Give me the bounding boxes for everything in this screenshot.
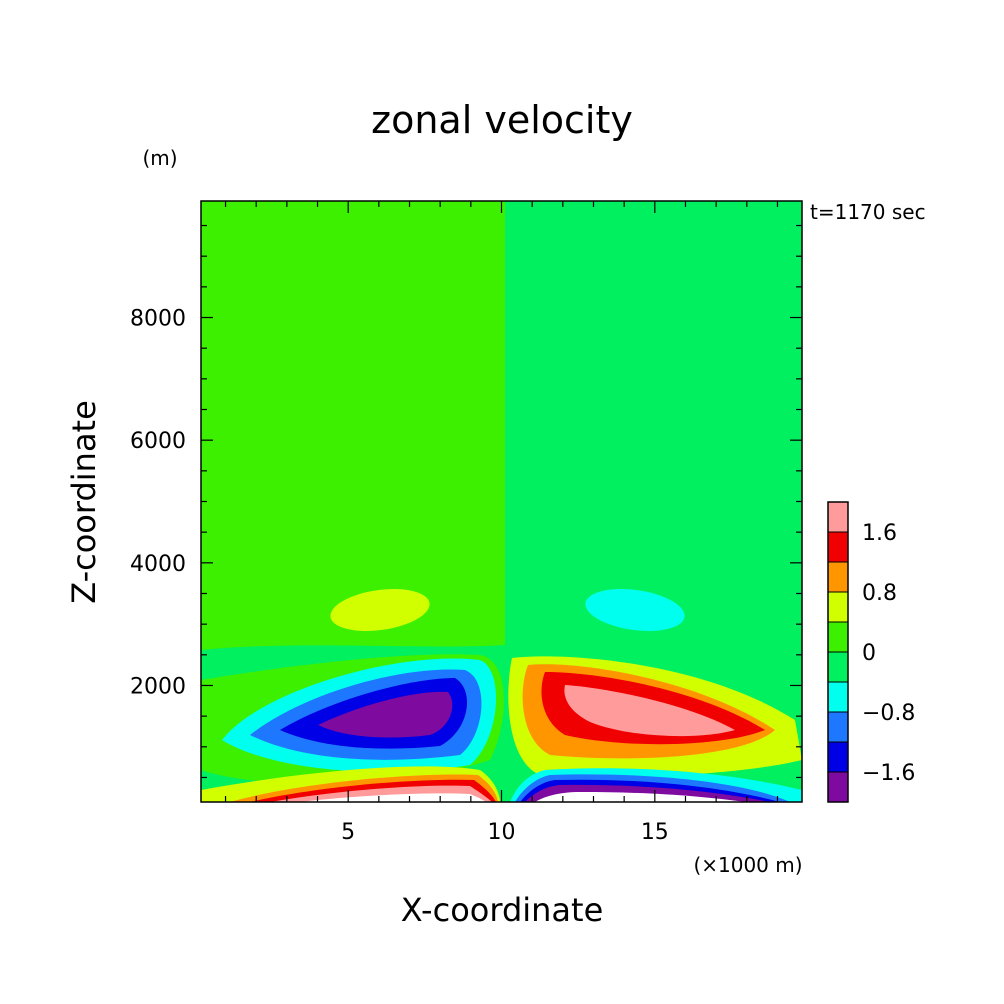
- colorbar-frame: [827, 501, 849, 803]
- colorbar-swatch: [827, 531, 849, 563]
- x-axis-label: X-coordinate: [401, 891, 604, 929]
- time-label: t=1170 sec: [810, 200, 926, 224]
- colorbar-label: 0: [862, 641, 876, 666]
- colorbar-swatch: [827, 501, 849, 533]
- x-tick-label: 10: [488, 820, 516, 845]
- colorbar-swatch: [827, 681, 849, 713]
- colorbar-label: 1.6: [862, 521, 897, 546]
- left-surface-core: [300, 793, 486, 802]
- right-jet-core: [564, 685, 735, 737]
- colorbar-swatch: [827, 561, 849, 593]
- colorbar-label: −1.6: [862, 761, 915, 786]
- colorbar-swatch: [827, 651, 849, 683]
- x-units-label: (×1000 m): [693, 853, 802, 877]
- colorbar-swatch: [827, 771, 849, 803]
- y-tick-label: 6000: [130, 429, 186, 454]
- y-tick-label: 2000: [130, 674, 186, 699]
- band-top-left: [350, 201, 505, 210]
- left-mid-blob: [330, 589, 430, 631]
- y-units-label: (m): [142, 146, 177, 170]
- contour-plot-area: [201, 201, 802, 802]
- left-jet-core: [318, 691, 453, 738]
- colorbar-label: −0.8: [862, 701, 915, 726]
- y-tick-label: 4000: [130, 552, 186, 577]
- colorbar-swatch: [827, 711, 849, 743]
- colorbar-swatch: [827, 621, 849, 653]
- axis-tick-labels: 5 10 15 2000 4000 6000 8000: [130, 307, 669, 845]
- y-tick-label: 8000: [130, 307, 186, 332]
- band-right-mid-zero: [505, 487, 802, 502]
- x-tick-label: 5: [341, 820, 355, 845]
- colorbar-swatch: [827, 591, 849, 623]
- colorbar: −1.6 −0.8 0 0.8 1.6: [827, 501, 915, 803]
- right-mid-blob: [585, 589, 685, 631]
- colorbar-label: 0.8: [862, 581, 897, 606]
- right-surface-core: [535, 792, 745, 802]
- chart-title: zonal velocity: [371, 98, 633, 142]
- x-tick-label: 15: [641, 820, 669, 845]
- band-left-upper-positive: [201, 201, 505, 502]
- band-top-right: [505, 201, 670, 215]
- axis-ticks: [201, 201, 802, 802]
- colorbar-swatch: [827, 741, 849, 773]
- band-left-mid-positive: [201, 487, 505, 650]
- y-axis-label: Z-coordinate: [65, 400, 103, 604]
